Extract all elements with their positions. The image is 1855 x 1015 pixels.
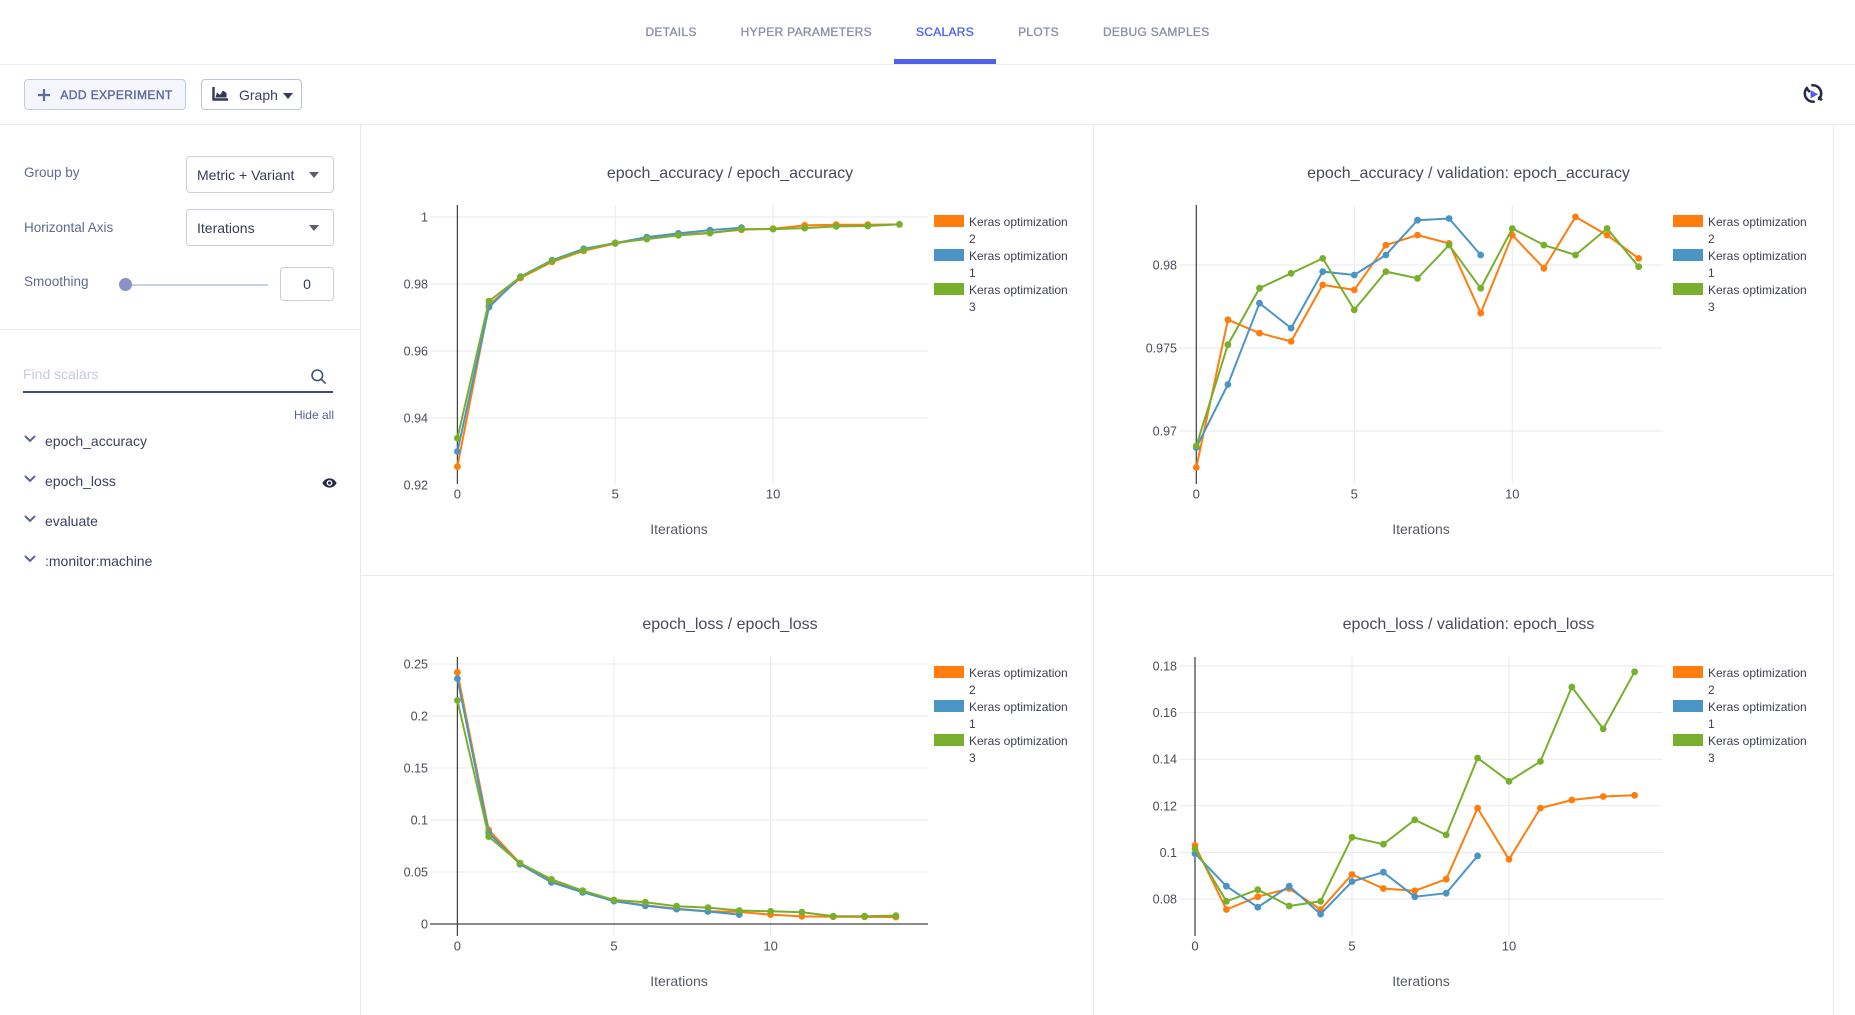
svg-text:0.92: 0.92: [404, 479, 428, 493]
svg-text:2: 2: [1708, 232, 1715, 246]
svg-text:5: 5: [1348, 939, 1355, 954]
svg-text:0.15: 0.15: [404, 762, 428, 776]
svg-text:1: 1: [969, 266, 976, 280]
svg-text:Keras optimization: Keras optimization: [1708, 283, 1807, 297]
svg-text:0: 0: [454, 487, 461, 502]
svg-text:Keras optimization: Keras optimization: [1708, 215, 1807, 229]
svg-text:1: 1: [969, 717, 976, 731]
svg-text:3: 3: [1708, 300, 1715, 314]
svg-text:3: 3: [969, 751, 976, 765]
svg-text:1: 1: [1708, 266, 1715, 280]
svg-text:Keras optimization: Keras optimization: [1708, 666, 1807, 680]
svg-text:0.12: 0.12: [1153, 799, 1177, 813]
svg-text:Keras optimization: Keras optimization: [1708, 734, 1807, 748]
svg-text:0.96: 0.96: [404, 345, 428, 359]
svg-text:0.94: 0.94: [404, 412, 428, 426]
svg-text:Keras optimization: Keras optimization: [1708, 700, 1807, 714]
svg-text:1: 1: [1708, 717, 1715, 731]
svg-text:2: 2: [1708, 683, 1715, 697]
svg-text:10: 10: [763, 939, 777, 954]
svg-text:10: 10: [766, 487, 780, 502]
svg-text:1: 1: [421, 211, 428, 225]
svg-text:10: 10: [1502, 939, 1516, 954]
svg-text:0: 0: [421, 918, 428, 932]
svg-text:Keras optimization: Keras optimization: [969, 249, 1068, 263]
svg-text:5: 5: [610, 939, 617, 954]
svg-text:0: 0: [454, 939, 461, 954]
svg-text:epoch_accuracy / validation: e: epoch_accuracy / validation: epoch_accur…: [1307, 165, 1630, 182]
svg-text:0.16: 0.16: [1153, 706, 1177, 720]
svg-text:Iterations: Iterations: [650, 521, 708, 537]
svg-text:0.25: 0.25: [404, 658, 428, 672]
svg-text:0.97: 0.97: [1153, 425, 1177, 439]
svg-text:3: 3: [1708, 751, 1715, 765]
svg-text:5: 5: [1351, 487, 1358, 502]
svg-text:Iterations: Iterations: [1392, 973, 1450, 989]
svg-text:0.05: 0.05: [404, 866, 428, 880]
svg-text:10: 10: [1505, 487, 1519, 502]
svg-text:0: 0: [1191, 939, 1198, 954]
svg-text:0.98: 0.98: [1153, 259, 1177, 273]
svg-text:Keras optimization: Keras optimization: [969, 283, 1068, 297]
svg-text:0.975: 0.975: [1146, 342, 1177, 356]
svg-text:Keras optimization: Keras optimization: [969, 734, 1068, 748]
svg-text:Keras optimization: Keras optimization: [969, 700, 1068, 714]
svg-text:0.1: 0.1: [411, 814, 428, 828]
svg-text:0: 0: [1193, 487, 1200, 502]
svg-text:Keras optimization: Keras optimization: [969, 215, 1068, 229]
svg-text:2: 2: [969, 232, 976, 246]
svg-text:Keras optimization: Keras optimization: [969, 666, 1068, 680]
svg-text:epoch_accuracy / epoch_accurac: epoch_accuracy / epoch_accuracy: [607, 165, 853, 182]
svg-text:0.2: 0.2: [411, 710, 428, 724]
svg-text:0.14: 0.14: [1153, 753, 1177, 767]
svg-text:0.18: 0.18: [1153, 660, 1177, 674]
svg-text:5: 5: [612, 487, 619, 502]
svg-text:epoch_loss / validation: epoch: epoch_loss / validation: epoch_loss: [1343, 616, 1595, 633]
svg-text:2: 2: [969, 683, 976, 697]
svg-text:epoch_loss / epoch_loss: epoch_loss / epoch_loss: [642, 616, 817, 633]
svg-text:0.98: 0.98: [404, 278, 428, 292]
svg-text:Iterations: Iterations: [1392, 521, 1450, 537]
svg-text:0.08: 0.08: [1153, 893, 1177, 907]
svg-text:Iterations: Iterations: [650, 973, 708, 989]
svg-text:Keras optimization: Keras optimization: [1708, 249, 1807, 263]
svg-text:0.1: 0.1: [1160, 846, 1177, 860]
svg-text:3: 3: [969, 300, 976, 314]
